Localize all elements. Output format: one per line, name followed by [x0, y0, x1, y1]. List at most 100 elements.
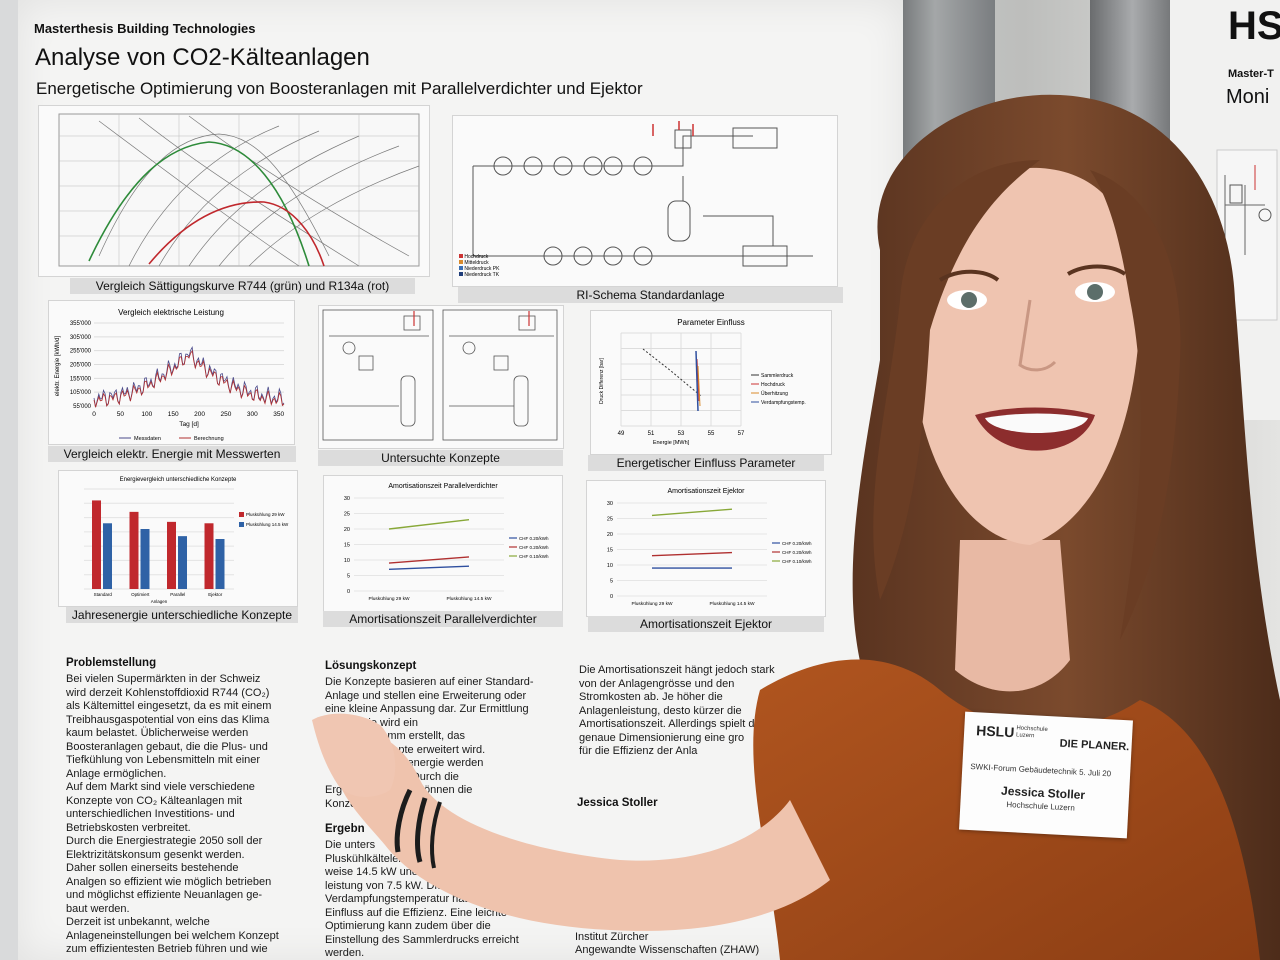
badge-logo-planer: DIE PLANER.	[1059, 737, 1130, 754]
chart4-ytick: 15	[607, 548, 613, 554]
chart2-xtick: Standard	[94, 592, 113, 597]
chart0-xtick: 350	[273, 411, 284, 418]
chart1-series-verdampfung	[695, 350, 699, 412]
saturation-diagram	[38, 105, 430, 277]
chart2-bar	[167, 521, 176, 589]
chart1-title: Parameter Einfluss	[677, 318, 745, 327]
chart2-bar	[140, 529, 150, 589]
ri-legend-high: Hochdruck	[459, 254, 519, 260]
chart0-ytick: 105'000	[70, 390, 92, 396]
ri-legend-mid: Mitteldruck	[459, 260, 519, 266]
chart2-legend-swatch	[239, 522, 244, 527]
caption-ri-schema: RI-Schema Standardanlage	[458, 287, 843, 303]
chart2-xlabel: Anlagen	[151, 599, 168, 604]
chart0-xtick: 50	[117, 411, 125, 418]
chart3-series-line	[388, 565, 470, 570]
chart3-legend-item: CHF 0.20/kWh	[519, 545, 549, 550]
badge-name: Jessica Stoller	[1000, 783, 1086, 803]
chart1-xtick: 51	[648, 431, 655, 437]
chart2-xtick: Parallel	[170, 592, 185, 597]
chart1-xtick: 55	[708, 431, 715, 437]
chart0-title: Vergleich elektrische Leistung	[118, 308, 224, 317]
right-poster: HS Master-T Moni	[1170, 0, 1280, 420]
poster-subtitle: Energetische Optimierung von Boosteranla…	[36, 79, 643, 98]
solution-heading: Lösungskonzept	[325, 660, 417, 672]
chart2-xtick: Ejektor	[208, 592, 223, 597]
badge-logo-sub: Hochschule Luzern	[1015, 725, 1048, 740]
chart-amort-parallel: Amortisationszeit Parallelverdichter 0 5 10…	[323, 475, 563, 612]
chart3-ytick: 0	[347, 589, 350, 595]
chart-annual-energy: Energievergleich unterschiedliche Konzep…	[58, 470, 298, 607]
chart-elec-compare: Vergleich elektrische Leistung 355'000 305…	[48, 300, 295, 445]
chart0-xtick: 300	[247, 411, 258, 418]
right-poster-line1: Master-T	[1228, 68, 1274, 80]
chart4-ytick: 20	[607, 532, 613, 538]
results-text: Die unters Pluskühlkälteleist weise 14.5…	[325, 839, 519, 959]
ri-schema-diagram: Hochdruck Mitteldruck Niederdruck PK Nie…	[452, 115, 838, 287]
chart0-xtick: 100	[141, 411, 152, 418]
chart0-ytick: 305'000	[70, 335, 92, 341]
chart3-title: Amortisationszeit Parallelverdichter	[388, 483, 498, 490]
ri-legend-low-pk: Niederdruck PK	[459, 266, 519, 272]
chart1-series-hochdruck	[696, 358, 700, 402]
problem-text: Bei vielen Supermärkten in der Schweiz w…	[66, 673, 279, 955]
chart4-title: Amortisationszeit Ejektor	[667, 488, 745, 495]
chart0-xtick: 200	[194, 411, 205, 418]
chart-parameter: Parameter Einfluss 49 51 53 55 57 Energie [MWh…	[590, 310, 832, 455]
chart2-legend-item: Pluskühlung 14.5 kW	[246, 522, 289, 527]
chart0-xlabel: Tag [d]	[179, 421, 199, 428]
author-name: Jessica Stoller	[577, 797, 658, 809]
badge-school: Hochschule Luzern	[1006, 799, 1076, 813]
metal-pillar	[895, 0, 995, 270]
institute-text: Verb Institut Zürcher Angewandte Wissens…	[575, 917, 760, 956]
chart0-series-berechnung	[93, 349, 285, 408]
chart4-ytick: 30	[607, 501, 613, 507]
chart0-xtick: 250	[221, 411, 232, 418]
caption-concepts: Untersuchte Konzepte	[318, 450, 563, 466]
chart0-legend-item: Messdaten	[134, 436, 161, 442]
chart3-ytick: 10	[344, 558, 350, 564]
chart2-bar	[204, 523, 214, 589]
chart0-ytick: 255'000	[70, 349, 92, 355]
name-badge: HSLU Hochschule Luzern DIE PLANER. SWKI-…	[959, 711, 1133, 839]
chart4-legend-item: CHF 0.20/kWh	[782, 550, 812, 555]
chart0-ytick: 55'000	[73, 404, 91, 410]
chart3-ytick: 15	[344, 543, 350, 549]
chart2-legend-item: Pluskühlung 29 kW	[246, 512, 285, 517]
caption-elec-compare: Vergleich elektr. Energie mit Messwerten	[48, 446, 296, 462]
chart4-series-line	[651, 551, 733, 557]
chart4-legend-item: CHF 0.10/kWh	[782, 559, 812, 564]
chart4-xtick: Pluskühlung 29 kW	[631, 601, 673, 607]
chart0-series-messdaten	[93, 346, 285, 408]
chart2-bar	[215, 539, 225, 589]
right-poster-logo: HS	[1228, 4, 1280, 48]
badge-event: SWKI-Forum Gebäudetechnik 5. Juli 20	[970, 762, 1112, 779]
chart4-ytick: 0	[610, 594, 613, 600]
chart4-series-line	[651, 508, 733, 517]
chart3-series-line	[388, 556, 470, 564]
chart0-ytick: 205'000	[70, 363, 92, 369]
chart2-bar	[92, 500, 101, 589]
chart3-ytick: 5	[347, 574, 350, 580]
caption-amort-ejector: Amortisationszeit Ejektor	[588, 616, 824, 632]
chart3-xtick: Pluskühlung 29 kW	[368, 596, 410, 602]
chart3-ytick: 30	[344, 496, 350, 502]
chart0-legend-item: Berechnung	[194, 436, 224, 442]
chart0-ytick: 155'000	[70, 376, 92, 382]
chart4-ytick: 25	[607, 517, 613, 523]
chart1-xlabel: Energie [MWh]	[653, 440, 690, 446]
chart3-legend-item: CHF 0.20/kWh	[519, 536, 549, 541]
chart1-series-ueberhitzung	[697, 365, 701, 407]
chart2-bar	[103, 523, 112, 589]
metal-pole	[1090, 0, 1175, 160]
chart2-title: Energievergleich unterschiedliche Konzep…	[120, 477, 237, 483]
chart1-legend-item: Hochdruck	[761, 382, 785, 388]
chart3-series-line	[388, 519, 470, 530]
chart3-ytick: 20	[344, 527, 350, 533]
right-poster-diagram	[1216, 149, 1278, 321]
chart4-xtick: Pluskühlung 14.5 kW	[709, 601, 755, 607]
ri-legend-low-tk: Niederdruck TK	[459, 272, 519, 278]
chart1-xtick: 49	[618, 431, 625, 437]
poster-title: Analyse von CO2-Kälteanlagen	[35, 44, 370, 71]
chart3-ytick: 25	[344, 512, 350, 518]
